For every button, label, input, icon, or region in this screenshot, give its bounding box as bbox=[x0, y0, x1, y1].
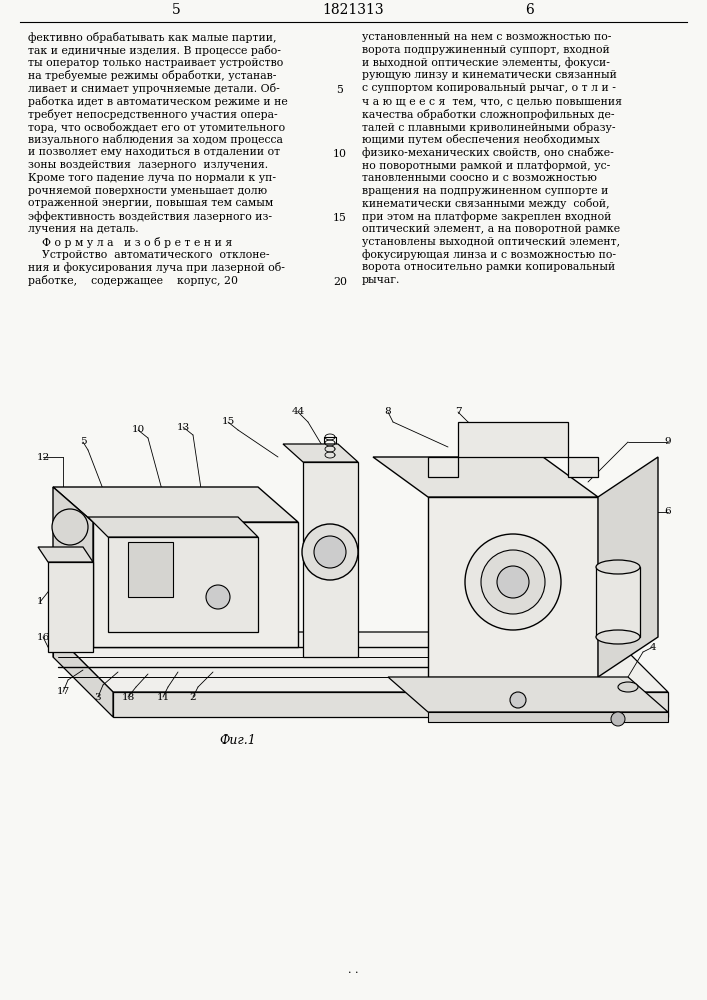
Text: 15: 15 bbox=[221, 418, 235, 426]
Ellipse shape bbox=[596, 630, 640, 644]
Polygon shape bbox=[128, 542, 173, 597]
Text: 44: 44 bbox=[291, 408, 305, 416]
Text: с суппортом копировальный рычаг, о т л и -: с суппортом копировальный рычаг, о т л и… bbox=[362, 83, 616, 93]
Text: фокусирующая линза и с возможностью по-: фокусирующая линза и с возможностью по- bbox=[362, 250, 616, 260]
Text: так и единичные изделия. В процессе рабо-: так и единичные изделия. В процессе рабо… bbox=[28, 45, 281, 56]
Text: 11: 11 bbox=[156, 692, 170, 702]
Text: 5: 5 bbox=[172, 3, 180, 17]
Text: на требуемые режимы обработки, устанав-: на требуемые режимы обработки, устанав- bbox=[28, 70, 276, 81]
Circle shape bbox=[314, 536, 346, 568]
Text: 5: 5 bbox=[80, 438, 86, 446]
Text: ния и фокусирования луча при лазерной об-: ния и фокусирования луча при лазерной об… bbox=[28, 262, 285, 273]
Text: тора, что освобождает его от утомительного: тора, что освобождает его от утомительно… bbox=[28, 122, 285, 133]
Polygon shape bbox=[53, 487, 93, 647]
Text: требует непосредственного участия опера-: требует непосредственного участия опера- bbox=[28, 109, 278, 120]
Text: 1821313: 1821313 bbox=[322, 3, 384, 17]
Polygon shape bbox=[108, 537, 258, 632]
Text: Ф о р м у л а   и з о б р е т е н и я: Ф о р м у л а и з о б р е т е н и я bbox=[28, 237, 233, 248]
Text: визуального наблюдения за ходом процесса: визуального наблюдения за ходом процесса bbox=[28, 134, 283, 145]
Circle shape bbox=[497, 566, 529, 598]
Polygon shape bbox=[598, 457, 658, 677]
Text: 16: 16 bbox=[36, 633, 49, 642]
Text: установлены выходной оптический элемент,: установлены выходной оптический элемент, bbox=[362, 237, 620, 247]
Text: кинематически связанными между  собой,: кинематически связанными между собой, bbox=[362, 198, 609, 209]
Text: и выходной оптические элементы, фокуси-: и выходной оптические элементы, фокуси- bbox=[362, 58, 610, 68]
Text: . .: . . bbox=[348, 965, 358, 975]
Text: талей с плавными криволинейными образу-: талей с плавными криволинейными образу- bbox=[362, 122, 616, 133]
Circle shape bbox=[510, 692, 526, 708]
Polygon shape bbox=[428, 422, 598, 477]
Circle shape bbox=[611, 712, 625, 726]
Polygon shape bbox=[388, 677, 668, 712]
Circle shape bbox=[465, 534, 561, 630]
Text: 9: 9 bbox=[665, 438, 672, 446]
Text: Фиг.1: Фиг.1 bbox=[220, 734, 257, 746]
Polygon shape bbox=[93, 522, 298, 647]
Polygon shape bbox=[303, 462, 358, 657]
Text: 7: 7 bbox=[455, 408, 461, 416]
Polygon shape bbox=[428, 497, 598, 677]
Polygon shape bbox=[113, 692, 668, 717]
Text: 3: 3 bbox=[95, 692, 101, 702]
Text: 6: 6 bbox=[665, 508, 672, 516]
Text: ющими путем обеспечения необходимых: ющими путем обеспечения необходимых bbox=[362, 134, 600, 145]
Text: работка идет в автоматическом режиме и не: работка идет в автоматическом режиме и н… bbox=[28, 96, 288, 107]
Text: отраженной энергии, повышая тем самым: отраженной энергии, повышая тем самым bbox=[28, 198, 273, 208]
Text: ч а ю щ е е с я  тем, что, с целью повышения: ч а ю щ е е с я тем, что, с целью повыше… bbox=[362, 96, 622, 106]
Circle shape bbox=[52, 509, 88, 545]
Text: 15: 15 bbox=[333, 213, 347, 223]
Text: фективно обрабатывать как малые партии,: фективно обрабатывать как малые партии, bbox=[28, 32, 276, 43]
Text: физико-механических свойств, оно снабже-: физико-механических свойств, оно снабже- bbox=[362, 147, 614, 158]
Text: 18: 18 bbox=[122, 692, 134, 702]
Text: 4: 4 bbox=[650, 643, 656, 652]
Text: Кроме того падение луча по нормали к уп-: Кроме того падение луча по нормали к уп- bbox=[28, 173, 276, 183]
Polygon shape bbox=[428, 712, 668, 722]
Text: 6: 6 bbox=[525, 3, 534, 17]
Text: 13: 13 bbox=[176, 422, 189, 432]
Text: ворота относительно рамки копировальный: ворота относительно рамки копировальный bbox=[362, 262, 615, 272]
Text: 10: 10 bbox=[333, 149, 347, 159]
Text: но поворотными рамкой и платформой, ус-: но поворотными рамкой и платформой, ус- bbox=[362, 160, 610, 171]
Text: работке,    содержащее    корпус, 20: работке, содержащее корпус, 20 bbox=[28, 275, 238, 286]
Text: установленный на нем с возможностью по-: установленный на нем с возможностью по- bbox=[362, 32, 612, 42]
Polygon shape bbox=[88, 517, 258, 537]
Text: ты оператор только настраивает устройство: ты оператор только настраивает устройств… bbox=[28, 58, 284, 68]
Ellipse shape bbox=[596, 560, 640, 574]
Text: рочняемой поверхности уменьшает долю: рочняемой поверхности уменьшает долю bbox=[28, 186, 267, 196]
Text: ливает и снимает упрочняемые детали. Об-: ливает и снимает упрочняемые детали. Об- bbox=[28, 83, 280, 94]
Text: оптический элемент, а на поворотной рамке: оптический элемент, а на поворотной рамк… bbox=[362, 224, 620, 234]
Text: ворота подпружиненный суппорт, входной: ворота подпружиненный суппорт, входной bbox=[362, 45, 609, 55]
Text: 1: 1 bbox=[37, 597, 43, 606]
Text: лучения на деталь.: лучения на деталь. bbox=[28, 224, 139, 234]
Text: 12: 12 bbox=[36, 452, 49, 462]
Text: тановленными соосно и с возможностью: тановленными соосно и с возможностью bbox=[362, 173, 597, 183]
Text: Устройство  автоматического  отклоне-: Устройство автоматического отклоне- bbox=[28, 250, 269, 260]
Ellipse shape bbox=[618, 682, 638, 692]
Text: и позволяет ему находиться в отдалении от: и позволяет ему находиться в отдалении о… bbox=[28, 147, 280, 157]
Polygon shape bbox=[53, 487, 298, 522]
Circle shape bbox=[481, 550, 545, 614]
Text: при этом на платформе закреплен входной: при этом на платформе закреплен входной bbox=[362, 211, 612, 222]
Text: 5: 5 bbox=[337, 85, 344, 95]
Text: зоны воздействия  лазерного  излучения.: зоны воздействия лазерного излучения. bbox=[28, 160, 268, 170]
Text: 2: 2 bbox=[189, 692, 197, 702]
Text: 20: 20 bbox=[333, 277, 347, 287]
Text: качества обработки сложнопрофильных де-: качества обработки сложнопрофильных де- bbox=[362, 109, 614, 120]
Polygon shape bbox=[373, 457, 598, 497]
Polygon shape bbox=[283, 444, 358, 462]
Text: 8: 8 bbox=[385, 408, 391, 416]
Polygon shape bbox=[48, 562, 93, 652]
Text: рующую линзу и кинематически связанный: рующую линзу и кинематически связанный bbox=[362, 70, 617, 80]
Text: 17: 17 bbox=[57, 688, 69, 696]
Circle shape bbox=[302, 524, 358, 580]
Text: рычаг.: рычаг. bbox=[362, 275, 400, 285]
FancyBboxPatch shape bbox=[596, 567, 640, 637]
Text: эффективность воздействия лазерного из-: эффективность воздействия лазерного из- bbox=[28, 211, 272, 222]
Polygon shape bbox=[53, 632, 668, 692]
Polygon shape bbox=[38, 547, 93, 562]
Text: вращения на подпружиненном суппорте и: вращения на подпружиненном суппорте и bbox=[362, 186, 609, 196]
Text: 10: 10 bbox=[132, 426, 145, 434]
Circle shape bbox=[206, 585, 230, 609]
Polygon shape bbox=[53, 632, 113, 717]
